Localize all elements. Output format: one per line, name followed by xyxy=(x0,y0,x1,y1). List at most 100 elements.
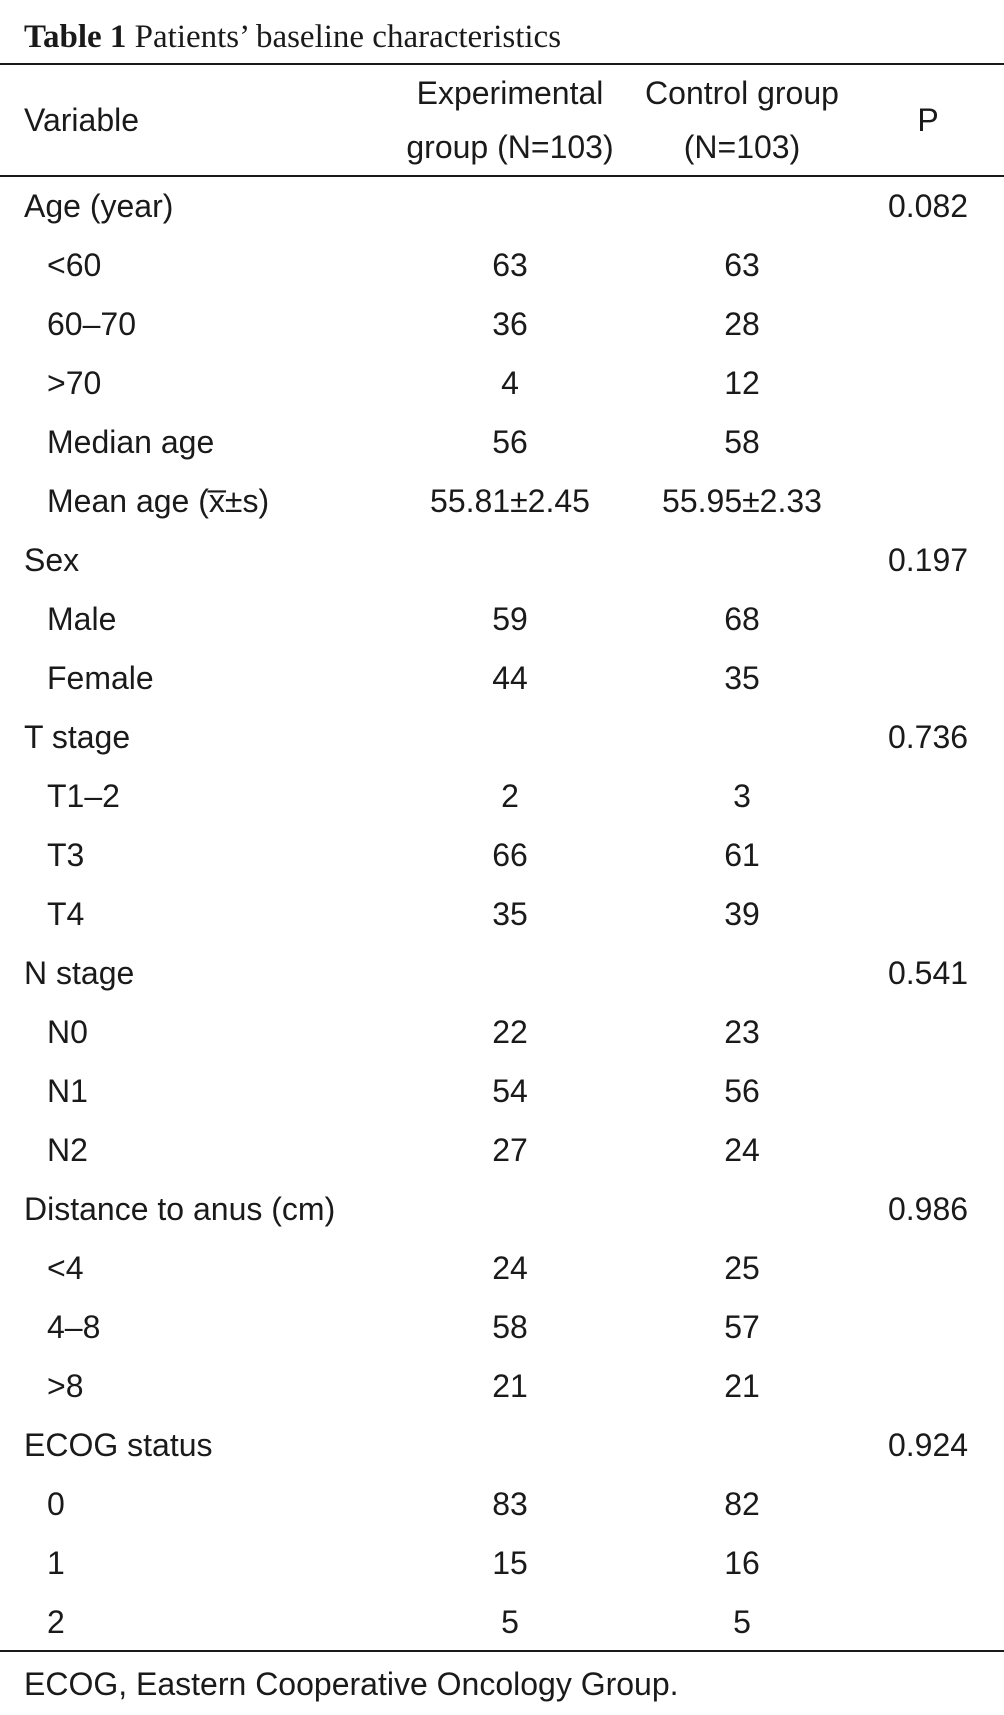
cell-control: 35 xyxy=(724,660,760,696)
cell-p-value xyxy=(868,767,988,826)
cell-experimental: 44 xyxy=(492,660,528,696)
cell-p-value xyxy=(868,1239,988,1298)
cell-control xyxy=(622,177,862,236)
header-variable: Variable xyxy=(24,101,140,138)
table-row: 1 15 16 xyxy=(0,1534,1004,1593)
cell-p-value xyxy=(868,1121,988,1180)
cell-p-value xyxy=(868,472,988,531)
cell-p-value: 0.197 xyxy=(887,542,969,578)
cell-p-value xyxy=(868,1062,988,1121)
cell-experimental xyxy=(390,944,630,1003)
table-group-row: Age (year) 0.082 xyxy=(0,177,1004,236)
cell-p-value xyxy=(868,236,988,295)
cell-variable: Female xyxy=(47,660,154,696)
table-group-row: Distance to anus (cm) 0.986 xyxy=(0,1180,1004,1239)
table-row: Median age 56 58 xyxy=(0,413,1004,472)
cell-control: 5 xyxy=(733,1604,751,1640)
cell-p-value xyxy=(868,354,988,413)
cell-variable: >8 xyxy=(47,1368,84,1404)
cell-experimental: 83 xyxy=(492,1486,528,1522)
cell-variable: T1–2 xyxy=(47,778,120,814)
header-control: Control group (N=103) xyxy=(622,65,862,175)
cell-variable: ECOG status xyxy=(24,1427,213,1463)
table-row: 0 83 82 xyxy=(0,1475,1004,1534)
cell-control: 63 xyxy=(724,247,760,283)
cell-variable: T3 xyxy=(47,837,85,873)
cell-p-value xyxy=(868,295,988,354)
cell-control: 61 xyxy=(724,837,760,873)
cell-control: 68 xyxy=(724,601,760,637)
cell-p-value xyxy=(868,1298,988,1357)
cell-p-value xyxy=(868,826,988,885)
cell-experimental: 21 xyxy=(492,1368,528,1404)
cell-control: 57 xyxy=(724,1309,760,1345)
table-row: N1 54 56 xyxy=(0,1062,1004,1121)
table-row: Male 59 68 xyxy=(0,590,1004,649)
table-row: 4–8 58 57 xyxy=(0,1298,1004,1357)
cell-variable: N1 xyxy=(47,1073,88,1109)
cell-experimental xyxy=(390,708,630,767)
cell-control: 3 xyxy=(733,778,751,814)
cell-control: 55.95±2.33 xyxy=(662,483,822,519)
table-row: Female 44 35 xyxy=(0,649,1004,708)
cell-p-value: 0.986 xyxy=(887,1191,969,1227)
table-row: <60 63 63 xyxy=(0,236,1004,295)
cell-p-value xyxy=(868,1357,988,1416)
header-rule xyxy=(0,175,1004,177)
table-label: Table 1 xyxy=(24,19,127,55)
cell-experimental: 56 xyxy=(492,424,528,460)
cell-variable: <60 xyxy=(47,247,102,283)
cell-variable: >70 xyxy=(47,365,102,401)
table-row: T1–2 2 3 xyxy=(0,767,1004,826)
cell-p-value xyxy=(868,1593,988,1652)
cell-control: 28 xyxy=(724,306,760,342)
cell-experimental: 2 xyxy=(501,778,519,814)
cell-experimental: 36 xyxy=(492,306,528,342)
cell-variable: 4–8 xyxy=(47,1309,101,1345)
cell-experimental: 58 xyxy=(492,1309,528,1345)
cell-variable: <4 xyxy=(47,1250,84,1286)
header-control-line1: Control group xyxy=(645,75,839,111)
table-row: >70 4 12 xyxy=(0,354,1004,413)
cell-experimental: 27 xyxy=(492,1132,528,1168)
table-caption: Table 1 Patients’ baseline characteristi… xyxy=(24,12,561,62)
cell-control: 23 xyxy=(724,1014,760,1050)
cell-experimental: 63 xyxy=(492,247,528,283)
cell-experimental: 35 xyxy=(492,896,528,932)
table-group-row: Sex 0.197 xyxy=(0,531,1004,590)
table-row: <4 24 25 xyxy=(0,1239,1004,1298)
cell-control xyxy=(622,531,862,590)
cell-experimental: 59 xyxy=(492,601,528,637)
table-row: T3 66 61 xyxy=(0,826,1004,885)
table-row: 2 5 5 xyxy=(0,1593,1004,1652)
cell-control: 25 xyxy=(724,1250,760,1286)
cell-variable: Mean age (x̅±s) xyxy=(47,483,270,519)
cell-experimental: 15 xyxy=(492,1545,528,1581)
cell-control xyxy=(622,1416,862,1475)
cell-experimental xyxy=(390,177,630,236)
cell-control xyxy=(622,944,862,1003)
cell-control: 39 xyxy=(724,896,760,932)
cell-variable: N0 xyxy=(47,1014,88,1050)
table-row: T4 35 39 xyxy=(0,885,1004,944)
header-experimental: Experimental group (N=103) xyxy=(390,65,630,175)
table-footnote: ECOG, Eastern Cooperative Oncology Group… xyxy=(24,1666,679,1702)
cell-control xyxy=(622,708,862,767)
cell-control: 24 xyxy=(724,1132,760,1168)
cell-experimental: 54 xyxy=(492,1073,528,1109)
cell-experimental: 5 xyxy=(501,1604,519,1640)
header-experimental-line1: Experimental xyxy=(416,75,604,111)
cell-variable: Male xyxy=(47,601,117,637)
table-row: N0 22 23 xyxy=(0,1003,1004,1062)
table-row: >8 21 21 xyxy=(0,1357,1004,1416)
cell-control xyxy=(622,1180,862,1239)
cell-p-value: 0.082 xyxy=(887,188,969,224)
cell-experimental: 24 xyxy=(492,1250,528,1286)
table-group-row: ECOG status 0.924 xyxy=(0,1416,1004,1475)
table-group-row: T stage 0.736 xyxy=(0,708,1004,767)
cell-control: 56 xyxy=(724,1073,760,1109)
cell-p-value xyxy=(868,1003,988,1062)
cell-variable: N2 xyxy=(47,1132,88,1168)
cell-p-value xyxy=(868,649,988,708)
